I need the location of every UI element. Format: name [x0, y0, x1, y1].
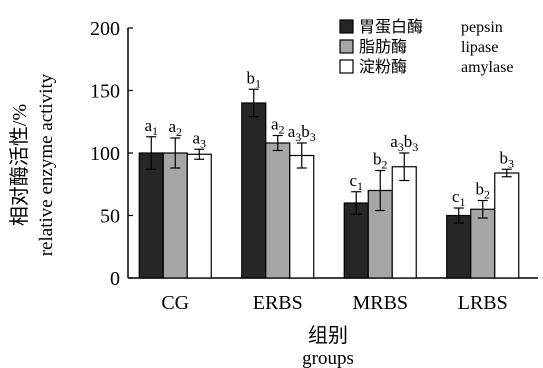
- y-tick-label: 150: [90, 81, 120, 103]
- bar: [494, 172, 520, 279]
- significance-label: c1: [349, 171, 363, 193]
- x-axis-title-en: groups: [302, 348, 354, 368]
- significance-label: a2: [271, 115, 285, 137]
- significance-label: b2: [373, 150, 388, 172]
- x-tick-label: LRBS: [458, 292, 508, 314]
- legend-label-en: amylase: [461, 59, 513, 76]
- x-axis-title-cn: 组别: [308, 324, 348, 347]
- legend-swatch: [339, 59, 354, 74]
- significance-label: a3: [192, 128, 206, 150]
- legend-label-en: pepsin: [461, 19, 503, 36]
- significance-label: a3b3: [288, 122, 316, 144]
- x-tick-label: CG: [161, 292, 189, 314]
- y-tick-label: 100: [90, 143, 120, 165]
- legend-swatch: [339, 39, 354, 54]
- bar: [138, 152, 164, 279]
- legend-label-cn: 脂肪酶: [359, 38, 407, 56]
- bar: [446, 214, 472, 279]
- x-tick-label: ERBS: [253, 292, 303, 314]
- legend-label-en: lipase: [461, 39, 498, 56]
- y-axis-title-en: relative enzyme activity: [36, 73, 57, 256]
- significance-label: b1: [247, 68, 262, 90]
- legend-label-cn: 胃蛋白酶: [359, 18, 423, 36]
- significance-label: a3b3: [390, 132, 418, 154]
- y-tick-label: 0: [110, 268, 120, 290]
- y-axis-title-cn: 相对酶活性/%: [8, 104, 31, 226]
- bar: [289, 154, 315, 279]
- y-ticks: 0 50 100 150 200: [90, 18, 133, 290]
- y-axis-title: 相对酶活性/% relative enzyme activity: [8, 73, 57, 256]
- bar: [470, 208, 496, 279]
- bar: [391, 166, 417, 279]
- bar: [162, 152, 188, 279]
- legend-label-cn: 淀粉酶: [359, 58, 407, 76]
- bar: [241, 102, 267, 279]
- significance-label: a2: [168, 117, 182, 139]
- significance-label: b3: [500, 148, 515, 170]
- legend-swatch: [339, 19, 354, 34]
- x-tick-labels: CG ERBS MRBS LRBS: [161, 292, 507, 314]
- bars: [138, 102, 520, 279]
- y-tick-label: 50: [100, 206, 120, 228]
- significance-label: a1: [144, 116, 158, 138]
- legend: 胃蛋白酶 pepsin 脂肪酶 lipase 淀粉酶 amylase: [339, 18, 513, 76]
- y-tick-label: 200: [90, 18, 120, 40]
- significance-label: c1: [452, 187, 466, 209]
- bar: [265, 142, 291, 279]
- error-bars: [146, 88, 512, 224]
- significance-label: b2: [476, 180, 491, 202]
- bar: [186, 153, 212, 279]
- x-tick-label: MRBS: [352, 292, 408, 314]
